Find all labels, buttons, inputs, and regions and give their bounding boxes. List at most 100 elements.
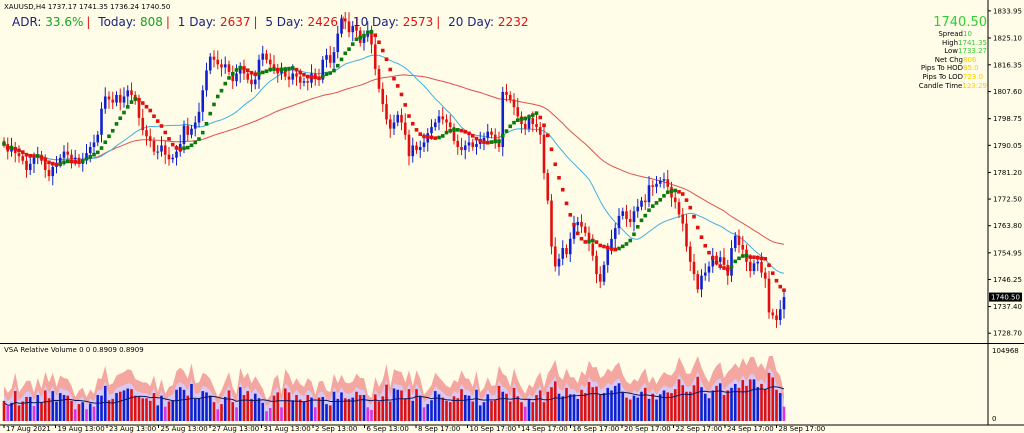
candle-body bbox=[167, 154, 171, 160]
volume-bar bbox=[96, 395, 100, 421]
volume-bar bbox=[448, 402, 452, 421]
candle-body bbox=[550, 200, 553, 247]
volume-bar bbox=[51, 391, 55, 421]
candle-body bbox=[553, 246, 557, 267]
volume-bar bbox=[595, 386, 598, 421]
signal-ma-dot bbox=[635, 224, 640, 229]
current-price-box bbox=[989, 292, 1022, 302]
volume-bar bbox=[775, 389, 778, 421]
signal-ma-dot bbox=[677, 190, 681, 194]
signal-ma-dot bbox=[365, 30, 370, 35]
signal-ma-dot bbox=[320, 74, 325, 79]
candle-body bbox=[658, 180, 662, 184]
time-tick-label: 6 Sep 13:00 bbox=[367, 425, 409, 433]
volume-bar bbox=[610, 390, 613, 421]
candle-body bbox=[141, 117, 145, 131]
candle-body bbox=[628, 218, 632, 223]
info-key: Spread bbox=[938, 30, 963, 38]
volume-bar bbox=[602, 393, 606, 421]
signal-ma-dot bbox=[298, 70, 303, 75]
candle-body bbox=[100, 108, 103, 135]
signal-ma-dot bbox=[650, 204, 655, 208]
signal-ma-dot bbox=[317, 76, 321, 81]
one-day-label: 1 Day: bbox=[177, 15, 217, 29]
signal-ma-dot bbox=[639, 218, 644, 223]
volume-bar bbox=[531, 402, 535, 421]
volume-bar bbox=[493, 400, 497, 421]
candle-body bbox=[66, 151, 70, 155]
candle-body bbox=[411, 145, 415, 157]
volume-bar bbox=[317, 397, 321, 421]
candle-body bbox=[523, 124, 527, 129]
volume-axis-bottom: 0 bbox=[992, 415, 996, 423]
signal-ma-dot bbox=[204, 121, 209, 126]
volume-bar bbox=[726, 390, 730, 421]
candle-body bbox=[718, 257, 722, 262]
volume-bar bbox=[681, 385, 685, 421]
signal-ma-dot bbox=[722, 266, 726, 270]
volume-bar bbox=[617, 383, 621, 421]
signal-ma-dot bbox=[527, 115, 531, 119]
volume-bar bbox=[628, 399, 632, 421]
price-axis: 1833.95 1825.10 1816.35 1807.60 1798.75 1790.… bbox=[988, 7, 1022, 338]
signal-ma-dot bbox=[512, 120, 516, 125]
candle-body bbox=[152, 140, 156, 152]
volume-bar bbox=[25, 396, 28, 421]
volume-bar bbox=[557, 393, 561, 421]
volume-bar bbox=[148, 400, 152, 421]
candle-body bbox=[681, 214, 685, 224]
price-tick-label: 1754.95 bbox=[993, 249, 1022, 257]
signal-ma-dot bbox=[32, 154, 36, 158]
volume-bar bbox=[73, 409, 77, 421]
candle-body bbox=[572, 225, 576, 239]
volume-bar bbox=[283, 388, 287, 421]
volume-bar bbox=[688, 391, 692, 421]
volume-bar bbox=[66, 395, 70, 421]
volume-bar bbox=[227, 390, 231, 421]
candle-body bbox=[242, 67, 246, 74]
volume-bar bbox=[685, 391, 688, 421]
candle-body bbox=[505, 91, 508, 95]
volume-bar bbox=[193, 398, 197, 421]
volume-bar bbox=[81, 402, 85, 421]
candle-body bbox=[403, 122, 407, 135]
signal-ma-dot bbox=[440, 134, 445, 138]
time-axis: 17 Aug 2021 19 Aug 13:00 23 Aug 13:00 25 Au… bbox=[3, 425, 826, 433]
time-tick-label: 28 Sep 17:00 bbox=[779, 425, 826, 433]
volume-bar bbox=[580, 389, 583, 421]
signal-ma-dot bbox=[654, 201, 659, 205]
signal-ma-dot bbox=[58, 162, 63, 166]
candle-body bbox=[606, 249, 610, 265]
candle-body bbox=[737, 235, 741, 245]
ten-day-value: 2573 bbox=[402, 15, 434, 29]
candle-body bbox=[336, 33, 340, 53]
signal-ma-dot bbox=[234, 68, 239, 72]
candle-body bbox=[542, 134, 546, 174]
signal-ma-dot bbox=[613, 247, 618, 252]
volume-bar bbox=[43, 390, 47, 421]
signal-ma-dot bbox=[279, 67, 284, 72]
volume-bar bbox=[88, 403, 92, 421]
signal-ma-dot bbox=[395, 84, 400, 88]
volume-bar bbox=[325, 404, 328, 421]
candle-body bbox=[415, 145, 418, 151]
volume-bar bbox=[370, 409, 373, 421]
volume-bar bbox=[92, 406, 96, 421]
volume-bar bbox=[478, 405, 482, 421]
info-key: Candle Time bbox=[918, 81, 963, 90]
signal-ma-dot bbox=[455, 128, 460, 132]
candle-body bbox=[340, 18, 343, 34]
signal-ma-dot bbox=[437, 135, 441, 140]
candle-body bbox=[407, 134, 411, 157]
signal-ma-dot bbox=[658, 198, 663, 202]
candle-body bbox=[295, 73, 298, 77]
volume-bar bbox=[655, 399, 658, 421]
signal-ma-dot bbox=[174, 146, 179, 150]
candle-body bbox=[643, 200, 647, 203]
volume-bar bbox=[572, 394, 576, 421]
signal-ma-dot bbox=[193, 140, 198, 145]
signal-ma-dot bbox=[620, 244, 625, 249]
candle-body bbox=[516, 107, 520, 117]
